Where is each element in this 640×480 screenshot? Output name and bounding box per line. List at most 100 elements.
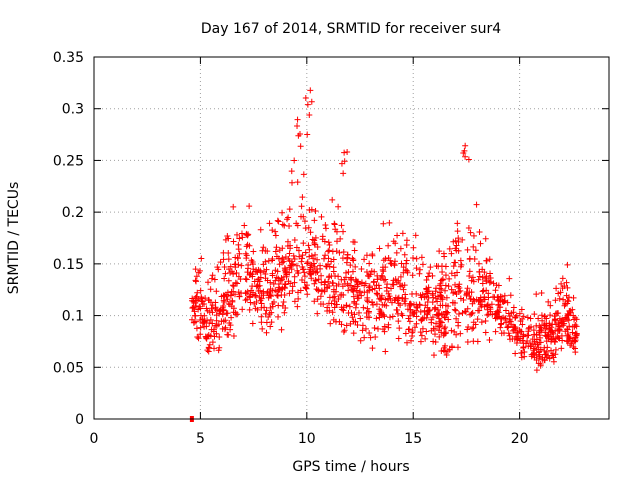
data-point (528, 351, 535, 358)
data-point (505, 330, 512, 337)
data-point (541, 347, 548, 354)
data-point (537, 334, 544, 341)
data-point (518, 349, 525, 356)
data-point (375, 282, 382, 289)
data-point (242, 275, 249, 282)
data-point (532, 341, 539, 348)
data-point (220, 249, 227, 256)
data-point (361, 289, 368, 296)
data-point (478, 303, 485, 310)
data-point (360, 304, 367, 311)
data-point (374, 276, 381, 283)
data-point (193, 303, 200, 310)
data-point (308, 252, 315, 259)
data-point (545, 298, 552, 305)
data-point (330, 268, 337, 275)
data-point (215, 347, 222, 354)
data-point (281, 222, 288, 229)
data-point (238, 230, 245, 237)
data-point (197, 312, 204, 319)
data-point (467, 229, 474, 236)
data-point (425, 273, 432, 280)
data-point (350, 238, 357, 245)
data-point (281, 309, 288, 316)
data-point (247, 271, 254, 278)
data-point (314, 256, 321, 263)
data-point (399, 230, 406, 237)
data-point (195, 269, 202, 276)
data-point (461, 308, 468, 315)
data-point (483, 278, 490, 285)
data-point (284, 242, 291, 249)
data-point (474, 338, 481, 345)
data-point (311, 217, 318, 224)
data-point (452, 289, 459, 296)
data-point (340, 228, 347, 235)
data-point (409, 290, 416, 297)
data-point (419, 325, 426, 332)
data-point (430, 352, 437, 359)
data-point (225, 256, 232, 263)
data-point (286, 250, 293, 257)
data-point (226, 320, 233, 327)
data-point (331, 220, 338, 227)
data-point (294, 303, 301, 310)
data-point (252, 305, 259, 312)
data-point (452, 281, 459, 288)
data-point (211, 276, 218, 283)
data-point (538, 312, 545, 319)
data-point (519, 321, 526, 328)
data-point (359, 322, 366, 329)
data-point (288, 266, 295, 273)
data-point (385, 324, 392, 331)
data-point (397, 281, 404, 288)
data-point (432, 295, 439, 302)
data-point (190, 304, 197, 311)
data-point (416, 270, 423, 277)
data-point (442, 282, 449, 289)
data-point (338, 321, 345, 328)
data-point (455, 235, 462, 242)
grid-lines (94, 57, 609, 419)
data-point (372, 333, 379, 340)
data-point (354, 291, 361, 298)
data-point (300, 240, 307, 247)
data-point (423, 314, 430, 321)
data-point (531, 311, 538, 318)
data-point (509, 335, 516, 342)
data-point (220, 297, 227, 304)
data-point (264, 290, 271, 297)
data-point (375, 325, 382, 332)
data-point (357, 315, 364, 322)
data-point (558, 280, 565, 287)
data-point (481, 294, 488, 301)
data-point (332, 273, 339, 280)
data-point (195, 306, 202, 313)
data-point (445, 316, 452, 323)
data-point (317, 262, 324, 269)
data-point (330, 256, 337, 263)
data-point (235, 241, 242, 248)
data-point (563, 338, 570, 345)
data-point (490, 280, 497, 287)
data-point (206, 309, 213, 316)
data-point (325, 239, 332, 246)
chart-title: Day 167 of 2014, SRMTID for receiver sur… (201, 21, 501, 37)
data-point (340, 328, 347, 335)
data-point (567, 335, 574, 342)
data-point (272, 228, 279, 235)
data-point (508, 321, 515, 328)
data-point (198, 255, 205, 262)
data-point (407, 306, 414, 313)
data-point (216, 344, 223, 351)
y-tick-label: 0.1 (62, 309, 84, 325)
data-point (218, 318, 225, 325)
data-point (479, 280, 486, 287)
data-point (483, 287, 490, 294)
data-point (343, 322, 350, 329)
data-point (280, 298, 287, 305)
data-point (350, 330, 357, 337)
data-point (339, 255, 346, 262)
data-point (507, 292, 514, 299)
data-point (380, 277, 387, 284)
